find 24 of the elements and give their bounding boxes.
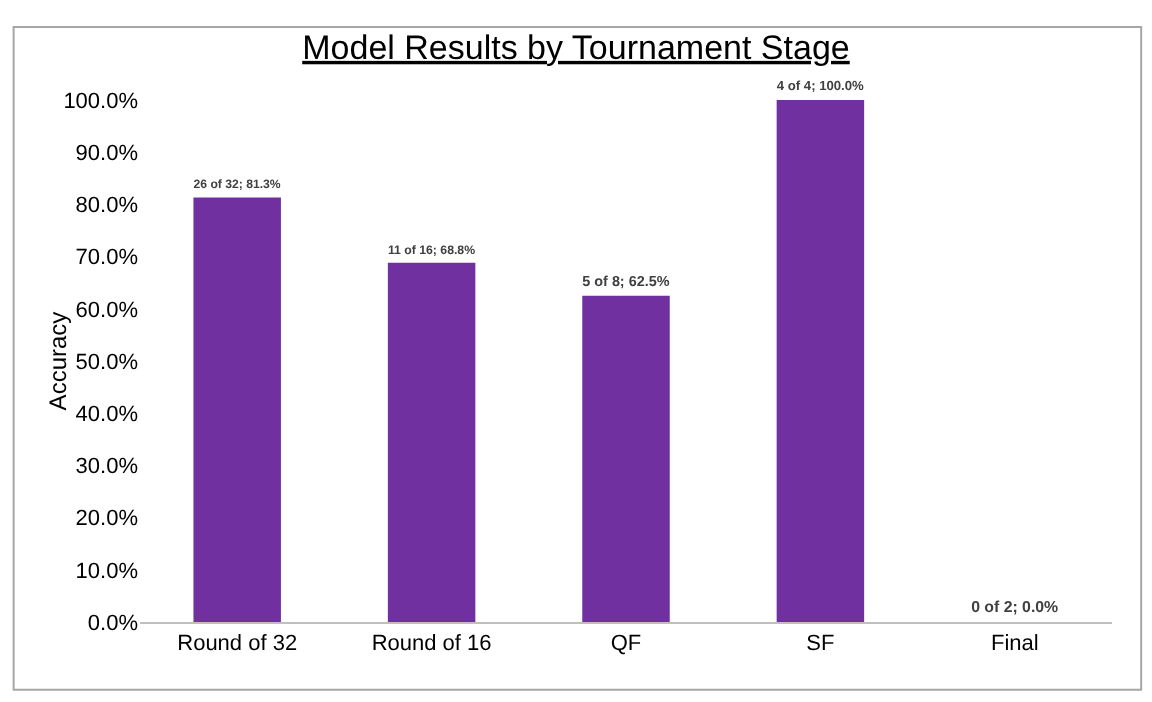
y-tick-label: 30.0%	[75, 455, 139, 480]
y-tick-label: 10.0%	[75, 559, 139, 584]
x-tick-label: SF	[806, 632, 836, 657]
y-tick-label: 100.0%	[63, 89, 139, 114]
x-tick-label: Round of 32	[177, 632, 298, 657]
y-tick-label: 60.0%	[75, 298, 139, 323]
y-tick-label: 70.0%	[75, 246, 139, 271]
y-axis-title: Accuracy	[43, 311, 72, 411]
x-tick-label: Round of 16	[371, 632, 492, 657]
x-tick-label: QF	[610, 632, 642, 657]
bar	[387, 262, 476, 622]
chart-title: Model Results by Tournament Stage	[302, 28, 850, 67]
x-tick-label: Final	[990, 632, 1039, 657]
bar	[193, 197, 281, 622]
data-label: 0 of 2; 0.0%	[971, 597, 1059, 616]
y-tick-label: 80.0%	[75, 194, 139, 219]
data-label: 5 of 8; 62.5%	[582, 271, 671, 290]
y-tick-label: 50.0%	[75, 350, 139, 375]
bar	[582, 295, 670, 622]
y-tick-label: 20.0%	[75, 507, 139, 532]
y-tick-label: 0.0%	[87, 611, 139, 636]
y-tick-label: 90.0%	[75, 141, 139, 166]
y-tick-label: 40.0%	[75, 402, 139, 427]
bar	[776, 100, 865, 622]
